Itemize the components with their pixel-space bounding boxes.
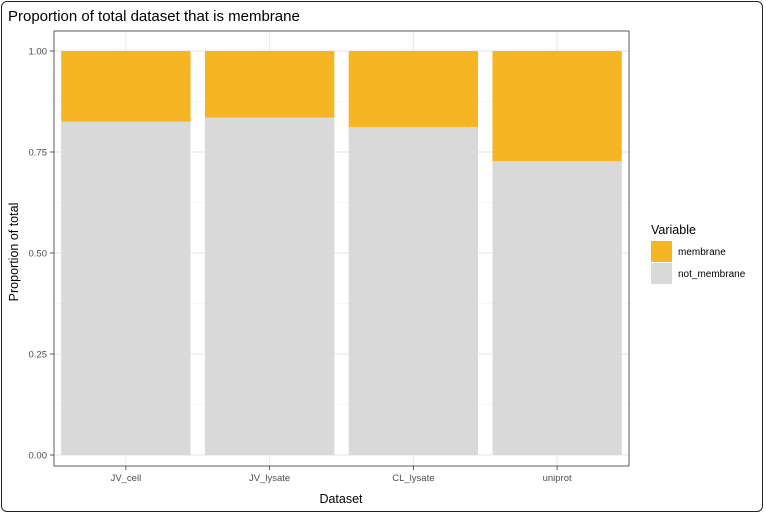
- panel-border: [53, 30, 630, 467]
- bar-not_membrane-uniprot: [492, 161, 622, 456]
- y-tick-label: 0.25: [29, 350, 48, 361]
- legend-key-not_membrane: [651, 263, 672, 284]
- x-tick-label: JV_cell: [111, 473, 142, 484]
- y-axis: 0.00 0.25 0.50 0.75 1.00: [29, 47, 54, 462]
- bar-not_membrane-JV_cell: [61, 121, 191, 455]
- x-tick-label: JV_lysate: [249, 473, 290, 484]
- legend-title: Variable: [651, 223, 696, 237]
- bar-membrane-uniprot: [492, 51, 622, 162]
- bars: [61, 51, 622, 456]
- legend-key-membrane: [651, 241, 672, 262]
- legend: Variable membrane not_membrane: [651, 223, 746, 284]
- legend-label-not_membrane: not_membrane: [678, 269, 746, 280]
- bar-membrane-CL_lysate: [348, 51, 479, 127]
- bar-membrane-JV_lysate: [204, 51, 335, 118]
- y-tick-label: 0.50: [29, 249, 48, 260]
- y-tick-label: 0.00: [29, 451, 48, 462]
- x-axis-title: Dataset: [319, 492, 363, 506]
- x-tick-label: CL_lysate: [392, 473, 434, 484]
- bar-not_membrane-JV_lysate: [204, 117, 335, 455]
- chart-title: Proportion of total dataset that is memb…: [8, 8, 300, 25]
- bar-not_membrane-CL_lysate: [348, 126, 479, 456]
- y-tick-label: 0.75: [29, 148, 48, 159]
- legend-label-membrane: membrane: [678, 247, 726, 258]
- bar-membrane-JV_cell: [61, 51, 191, 122]
- y-tick-label: 1.00: [29, 47, 48, 58]
- x-axis: JV_cell JV_lysate CL_lysate uniprot: [111, 466, 572, 484]
- y-axis-title: Proportion of total: [7, 203, 21, 302]
- x-tick-label: uniprot: [543, 473, 572, 484]
